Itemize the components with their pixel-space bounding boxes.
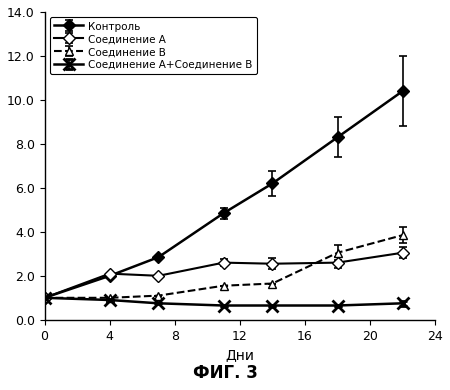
Legend: Контроль, Соединение А, Соединение В, Соединение А+Соединение В: Контроль, Соединение А, Соединение В, Со… [50,17,257,74]
Text: ФИГ. 3: ФИГ. 3 [193,364,257,382]
X-axis label: Дни: Дни [225,348,254,362]
